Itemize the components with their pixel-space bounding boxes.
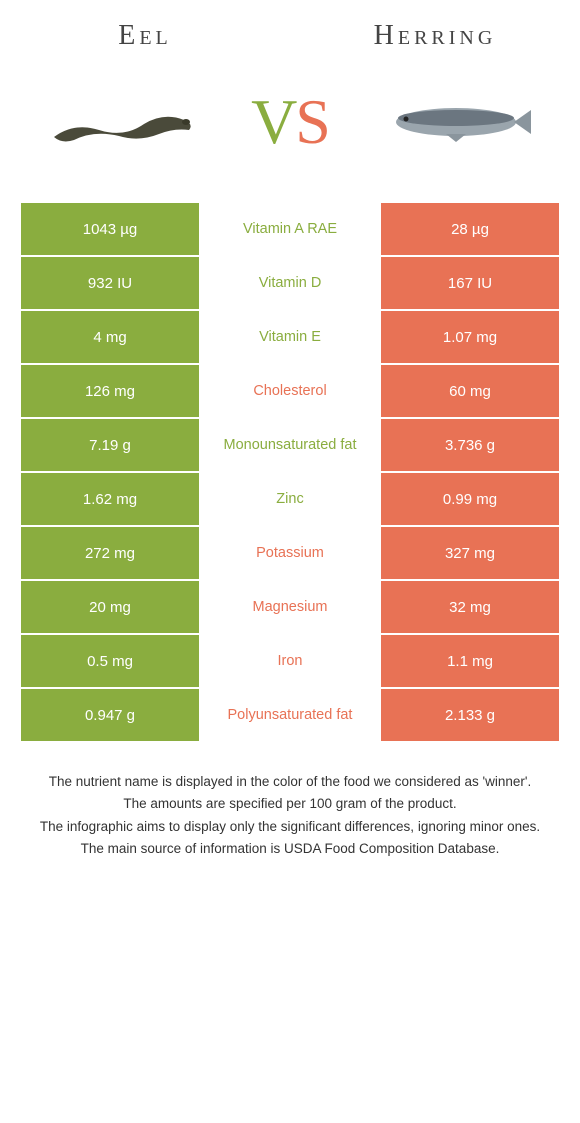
vs-s-letter: S xyxy=(295,86,329,157)
table-row: 932 IUVitamin D167 IU xyxy=(20,256,560,310)
right-value-cell: 1.07 mg xyxy=(380,310,560,364)
left-value-cell: 7.19 g xyxy=(20,418,200,472)
table-row: 0.5 mgIron1.1 mg xyxy=(20,634,560,688)
left-value-cell: 932 IU xyxy=(20,256,200,310)
nutrient-label-cell: Zinc xyxy=(200,472,380,526)
table-row: 272 mgPotassium327 mg xyxy=(20,526,560,580)
right-value-cell: 1.1 mg xyxy=(380,634,560,688)
vs-label: VS xyxy=(251,85,329,159)
nutrient-label-cell: Vitamin A RAE xyxy=(200,202,380,256)
right-value-cell: 2.133 g xyxy=(380,688,560,742)
table-row: 1.62 mgZinc0.99 mg xyxy=(20,472,560,526)
right-value-cell: 60 mg xyxy=(380,364,560,418)
nutrient-label-cell: Cholesterol xyxy=(200,364,380,418)
footer-line: The main source of information is USDA F… xyxy=(24,839,556,859)
right-value-cell: 167 IU xyxy=(380,256,560,310)
nutrient-label-cell: Polyunsaturated fat xyxy=(200,688,380,742)
footer-line: The amounts are specified per 100 gram o… xyxy=(24,794,556,814)
table-row: 126 mgCholesterol60 mg xyxy=(20,364,560,418)
right-value-cell: 327 mg xyxy=(380,526,560,580)
comparison-table: 1043 µgVitamin A RAE28 µg932 IUVitamin D… xyxy=(20,202,560,742)
table-row: 20 mgMagnesium32 mg xyxy=(20,580,560,634)
left-food-title: Eel xyxy=(0,20,290,52)
footer-notes: The nutrient name is displayed in the co… xyxy=(0,742,580,881)
right-value-cell: 3.736 g xyxy=(380,418,560,472)
table-row: 4 mgVitamin E1.07 mg xyxy=(20,310,560,364)
left-value-cell: 20 mg xyxy=(20,580,200,634)
left-value-cell: 4 mg xyxy=(20,310,200,364)
footer-line: The infographic aims to display only the… xyxy=(24,817,556,837)
footer-line: The nutrient name is displayed in the co… xyxy=(24,772,556,792)
nutrient-label-cell: Magnesium xyxy=(200,580,380,634)
table-row: 1043 µgVitamin A RAE28 µg xyxy=(20,202,560,256)
left-value-cell: 0.5 mg xyxy=(20,634,200,688)
herring-image xyxy=(376,72,536,172)
nutrient-label-cell: Iron xyxy=(200,634,380,688)
right-value-cell: 0.99 mg xyxy=(380,472,560,526)
right-value-cell: 32 mg xyxy=(380,580,560,634)
eel-image xyxy=(44,72,204,172)
nutrient-label-cell: Vitamin E xyxy=(200,310,380,364)
left-value-cell: 1.62 mg xyxy=(20,472,200,526)
left-value-cell: 0.947 g xyxy=(20,688,200,742)
vs-v-letter: V xyxy=(251,86,295,157)
table-row: 7.19 gMonounsaturated fat3.736 g xyxy=(20,418,560,472)
images-row: VS xyxy=(0,62,580,202)
left-value-cell: 126 mg xyxy=(20,364,200,418)
table-row: 0.947 gPolyunsaturated fat2.133 g xyxy=(20,688,560,742)
left-value-cell: 272 mg xyxy=(20,526,200,580)
nutrient-label-cell: Monounsaturated fat xyxy=(200,418,380,472)
nutrient-label-cell: Vitamin D xyxy=(200,256,380,310)
right-food-title: Herring xyxy=(290,20,580,52)
right-value-cell: 28 µg xyxy=(380,202,560,256)
nutrient-label-cell: Potassium xyxy=(200,526,380,580)
left-value-cell: 1043 µg xyxy=(20,202,200,256)
header: Eel Herring xyxy=(0,0,580,62)
